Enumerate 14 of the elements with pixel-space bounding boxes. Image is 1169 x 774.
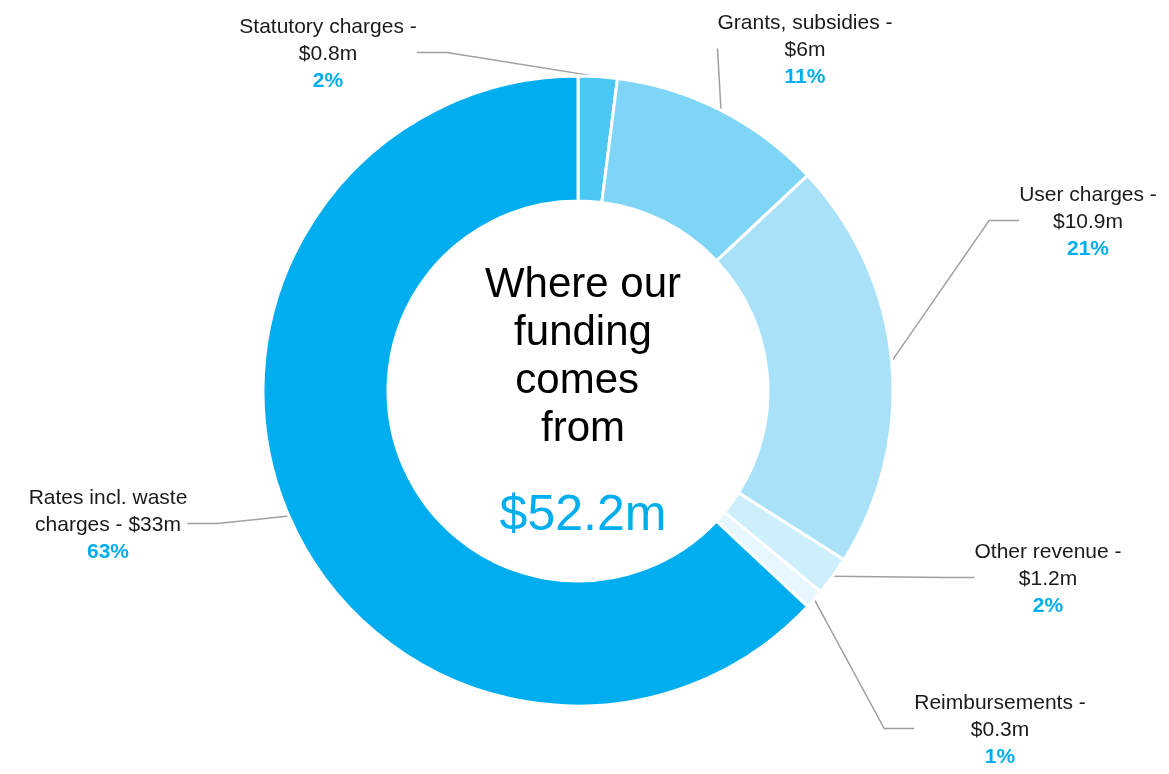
slice-label: Rates incl. waste charges - $33m <box>28 485 188 535</box>
slice-label: Statutory charges - $0.8m <box>239 14 417 64</box>
slice-label: Other revenue - $1.2m <box>974 539 1122 589</box>
slice-label: User charges - $10.9m <box>1019 182 1157 232</box>
data-label: 63% <box>86 539 130 562</box>
data-label: 2% <box>312 68 344 91</box>
data-label: 1% <box>984 744 1016 767</box>
text: $52.2m <box>499 485 667 541</box>
slice-label: Reimbursements - $0.3m <box>914 690 1086 740</box>
data-label: 2% <box>1032 593 1064 616</box>
data-label: 21% <box>1066 236 1110 259</box>
text: Where our funding comes from <box>484 258 682 450</box>
slice-label: Grants, subsidies - $6m <box>717 10 893 60</box>
data-label: 11% <box>784 64 826 87</box>
